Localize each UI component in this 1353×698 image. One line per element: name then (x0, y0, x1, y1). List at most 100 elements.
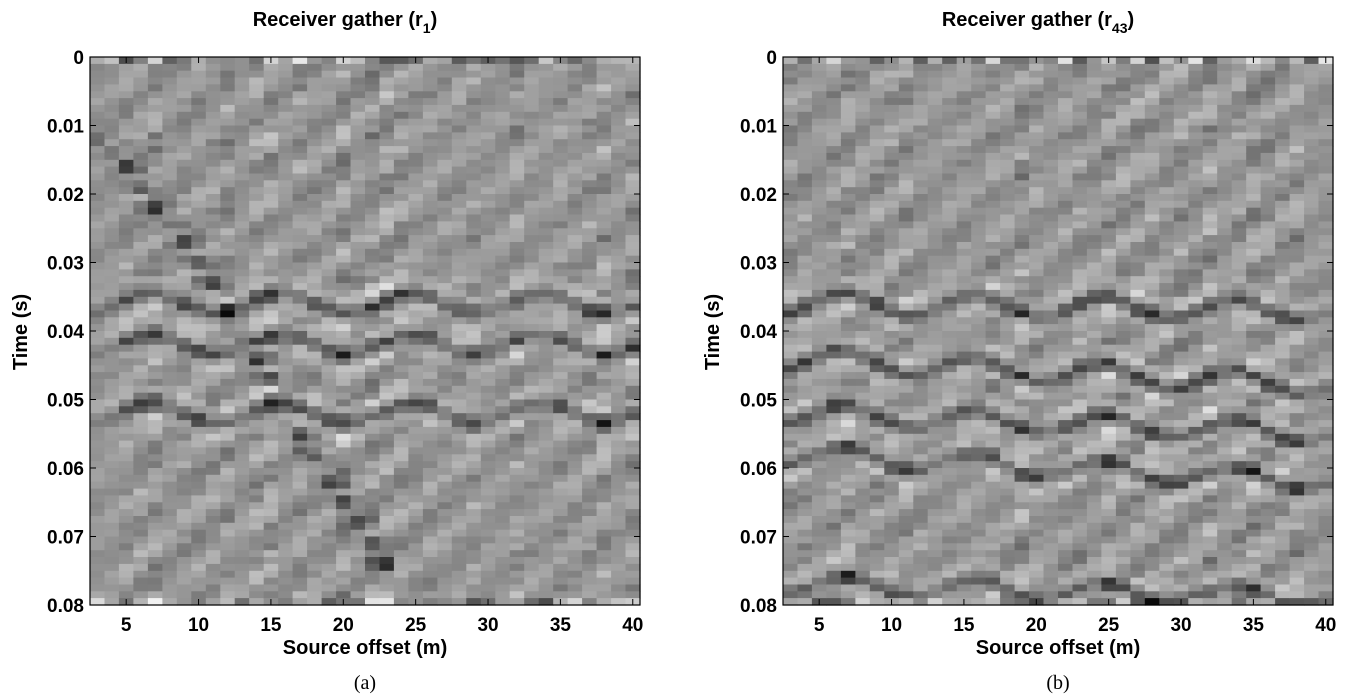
seismic-cell (942, 337, 958, 346)
seismic-cell (884, 426, 900, 435)
seismic-cell (971, 180, 987, 188)
seismic-cell (811, 173, 827, 181)
seismic-cell (466, 522, 482, 531)
seismic-cell (263, 152, 279, 161)
seismic-cell (509, 433, 525, 442)
seismic-cell (379, 255, 395, 264)
seismic-cell (942, 351, 958, 360)
seismic-cell (826, 187, 842, 195)
seismic-cell (408, 194, 424, 202)
seismic-cell (884, 516, 900, 524)
seismic-cell (480, 495, 496, 503)
seismic-cell (336, 221, 352, 229)
seismic-cell (1029, 461, 1045, 469)
seismic-cell (307, 420, 323, 428)
seismic-cell (1014, 454, 1030, 462)
seismic-cell (133, 255, 149, 264)
seismic-cell (249, 392, 265, 401)
seismic-cell (611, 269, 627, 277)
seismic-cell (263, 248, 279, 257)
seismic-cell (162, 351, 178, 360)
seismic-cell (524, 550, 540, 558)
seismic-cell (509, 125, 525, 133)
seismic-cell (422, 173, 438, 181)
seismic-cell (205, 180, 221, 188)
seismic-cell (1072, 269, 1088, 277)
seismic-cell (278, 173, 294, 181)
seismic-cell (393, 563, 409, 572)
seismic-cell (869, 543, 885, 551)
seismic-cell (611, 570, 627, 579)
seismic-cell (336, 447, 352, 455)
seismic-cell (1086, 200, 1102, 209)
seismic-cell (596, 317, 612, 325)
seismic-cell (408, 495, 424, 503)
seismic-cell (913, 276, 929, 284)
seismic-cell (176, 488, 192, 497)
seismic-cell (1043, 63, 1059, 72)
seismic-cell (840, 98, 856, 106)
seismic-cell (90, 358, 106, 366)
seismic-cell (336, 550, 352, 558)
seismic-cell (176, 413, 192, 421)
seismic-cell (582, 146, 598, 154)
seismic-cell (898, 57, 914, 65)
seismic-cell (249, 63, 265, 72)
seismic-cell (1029, 495, 1045, 503)
seismic-cell (1086, 70, 1102, 79)
seismic-cell (336, 111, 352, 120)
seismic-cell (783, 296, 799, 305)
seismic-cell (971, 399, 987, 407)
seismic-cell (797, 57, 813, 65)
seismic-cell (162, 180, 178, 188)
seismic-cell (133, 358, 149, 366)
seismic-cell (365, 577, 381, 586)
seismic-cell (176, 57, 192, 65)
seismic-cell (393, 461, 409, 469)
seismic-cell (191, 187, 207, 195)
seismic-cell (422, 98, 438, 106)
seismic-cell (1014, 324, 1030, 332)
seismic-cell (480, 570, 496, 579)
seismic-cell (1086, 550, 1102, 558)
seismic-cell (336, 563, 352, 572)
seismic-cell (393, 166, 409, 174)
seismic-cell (336, 166, 352, 174)
seismic-cell (422, 358, 438, 366)
seismic-cell (104, 221, 120, 229)
seismic-cell (321, 372, 337, 380)
seismic-cell (840, 440, 856, 449)
seismic-cell (480, 146, 496, 154)
seismic-cell (321, 132, 337, 140)
seismic-cell (611, 187, 627, 195)
seismic-cell (393, 152, 409, 161)
seismic-cell (118, 433, 134, 442)
seismic-cell (826, 132, 842, 140)
seismic-cell (104, 214, 120, 222)
seismic-cell (480, 516, 496, 524)
seismic-cell (840, 365, 856, 373)
seismic-cell (147, 166, 163, 174)
seismic-cell (118, 132, 134, 140)
seismic-cell (898, 248, 914, 257)
seismic-cell (1058, 529, 1074, 538)
seismic-cell (437, 104, 453, 113)
seismic-cell (1043, 351, 1059, 360)
seismic-cell (133, 235, 149, 243)
seismic-cell (365, 228, 381, 236)
seismic-cell (422, 399, 438, 407)
seismic-cell (495, 214, 511, 222)
seismic-cell (466, 372, 482, 380)
seismic-cell (524, 351, 540, 360)
seismic-cell (118, 118, 134, 127)
seismic-cell (1058, 77, 1074, 85)
seismic-cell (162, 406, 178, 414)
seismic-cell (292, 221, 308, 229)
seismic-cell (437, 358, 453, 366)
seismic-cell (437, 365, 453, 373)
seismic-cell (625, 468, 641, 476)
seismic-cell (942, 577, 958, 586)
seismic-cell (869, 317, 885, 325)
seismic-cell (365, 598, 381, 606)
seismic-cell (162, 399, 178, 407)
